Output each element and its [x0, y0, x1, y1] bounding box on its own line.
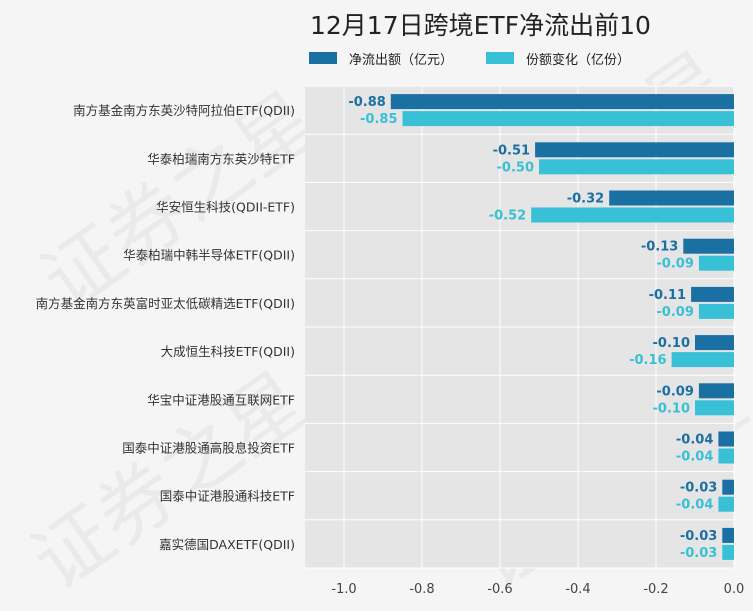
data-label: -0.04: [676, 498, 713, 513]
bar: [718, 431, 734, 447]
category-label: 国泰中证港股通高股息投资ETF: [122, 441, 295, 456]
bar: [722, 527, 734, 543]
bar: [722, 544, 734, 560]
legend-item-net-outflow: 净流出额（亿元）: [309, 49, 454, 68]
data-label: -0.09: [656, 257, 693, 272]
data-label: -0.10: [653, 336, 690, 351]
chart-title: 12月17日跨境ETF净流出前10: [310, 11, 651, 40]
bar: [698, 255, 734, 271]
category-label: 华泰柏瑞中韩半导体ETF(QDII): [123, 248, 295, 263]
data-label: -0.85: [360, 112, 397, 127]
bar: [695, 400, 734, 416]
category-label: 华宝中证港股通互联网ETF: [147, 392, 295, 407]
bar: [402, 111, 734, 127]
x-tick-label: -0.6: [487, 582, 512, 597]
category-label: 华泰柏瑞南方东英沙特ETF: [147, 151, 295, 166]
category-label: 华安恒生科技(QDII-ETF): [156, 200, 295, 215]
bar: [535, 142, 734, 158]
data-label: -0.13: [641, 240, 678, 255]
data-label: -0.32: [567, 192, 604, 207]
bar: [671, 352, 734, 368]
bar: [695, 335, 734, 351]
x-tick-label: 0.0: [724, 582, 745, 597]
category-label: 嘉实德国DAXETF(QDII): [159, 537, 295, 552]
bar: [718, 496, 734, 512]
legend-item-share-change: 份额变化（亿份）: [486, 49, 631, 68]
x-tick-label: -1.0: [331, 582, 356, 597]
bar: [698, 383, 734, 399]
bar: [718, 448, 734, 464]
data-label: -0.88: [348, 95, 385, 110]
data-label: -0.16: [629, 353, 666, 368]
bar: [722, 479, 734, 495]
data-label: -0.50: [497, 160, 534, 175]
category-label: 国泰中证港股通科技ETF: [160, 489, 295, 504]
data-label: -0.03: [680, 529, 717, 544]
legend-swatch-net-outflow: [309, 52, 337, 64]
x-tick-label: -0.2: [643, 582, 668, 597]
category-label: 南方基金南方东英沙特阿拉伯ETF(QDII): [73, 103, 295, 118]
category-label: 大成恒生科技ETF(QDII): [161, 344, 295, 359]
data-label: -0.03: [680, 546, 717, 561]
data-label: -0.04: [676, 450, 713, 465]
data-label: -0.09: [656, 384, 693, 399]
data-label: -0.09: [656, 305, 693, 320]
x-tick-label: -0.8: [409, 582, 434, 597]
data-label: -0.10: [653, 401, 690, 416]
bar: [609, 190, 734, 206]
bar: [531, 207, 734, 223]
bar: [698, 303, 734, 319]
legend-label: 份额变化（亿份）: [526, 52, 631, 68]
bar: [539, 159, 734, 175]
data-label: -0.51: [493, 143, 530, 158]
bar: [691, 286, 734, 302]
bar: [683, 238, 734, 254]
data-label: -0.03: [680, 481, 717, 496]
data-label: -0.11: [649, 288, 686, 303]
data-label: -0.52: [489, 209, 526, 224]
data-label: -0.04: [676, 433, 713, 448]
x-tick-label: -0.4: [565, 582, 590, 597]
bar: [390, 94, 734, 110]
legend-swatch-share-change: [486, 52, 514, 64]
legend-label: 净流出额（亿元）: [349, 52, 454, 68]
category-label: 南方基金南方东英富时亚太低碳精选ETF(QDII): [36, 296, 295, 311]
